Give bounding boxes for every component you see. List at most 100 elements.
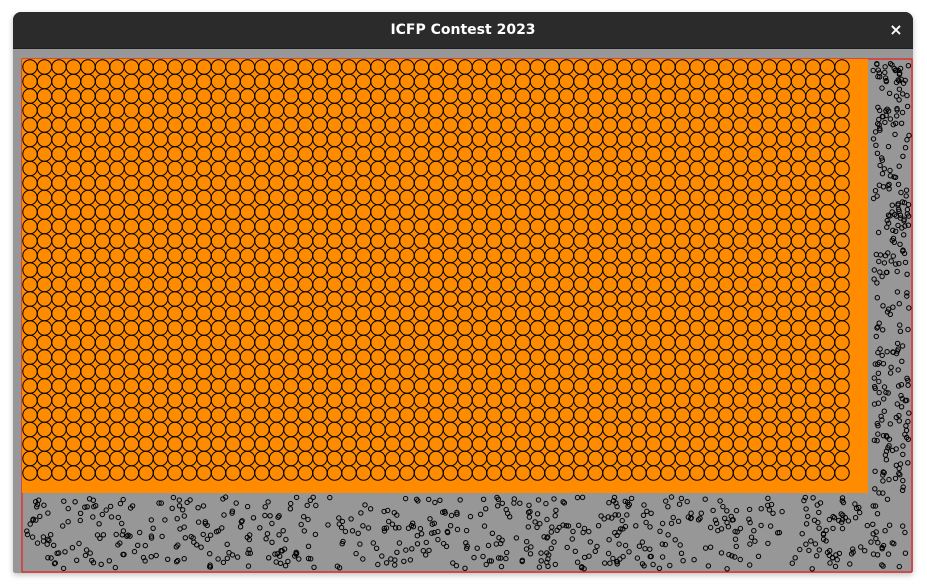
attendee <box>619 517 625 524</box>
attendee <box>890 235 897 242</box>
attendee <box>610 555 616 562</box>
attendee <box>729 553 735 559</box>
attendee <box>890 253 896 259</box>
attendee <box>659 554 666 560</box>
attendee <box>893 446 899 452</box>
attendee <box>875 73 881 80</box>
attendee <box>710 507 716 514</box>
attendee <box>848 551 855 557</box>
attendee <box>883 269 890 276</box>
attendee <box>262 504 268 510</box>
attendee <box>898 392 904 399</box>
attendee <box>394 549 400 555</box>
attendee <box>362 502 368 508</box>
attendee <box>899 109 906 116</box>
attendee <box>877 125 883 132</box>
attendee <box>381 528 388 534</box>
attendee <box>503 506 509 513</box>
attendee <box>572 548 578 554</box>
attendee <box>545 534 551 540</box>
attendee <box>29 534 36 540</box>
attendee <box>246 547 252 553</box>
attendee <box>495 503 501 509</box>
attendee <box>872 486 878 492</box>
attendee <box>896 86 903 92</box>
attendee <box>620 553 626 560</box>
attendee <box>69 545 76 551</box>
attendee <box>722 515 728 521</box>
attendee <box>182 535 189 541</box>
attendee <box>670 514 676 521</box>
attendee <box>150 525 156 531</box>
attendee <box>820 531 827 538</box>
attendee <box>45 510 51 516</box>
attendee <box>454 526 461 533</box>
attendee <box>414 496 420 502</box>
attendee <box>733 543 739 550</box>
attendee <box>90 514 96 520</box>
attendee <box>269 539 275 545</box>
attendee <box>245 550 251 556</box>
attendee <box>894 340 901 347</box>
attendee <box>283 536 289 543</box>
attendee <box>628 495 635 502</box>
attendee <box>617 526 624 532</box>
attendee <box>896 470 902 477</box>
attendee <box>887 167 893 174</box>
attendee <box>684 498 690 505</box>
attendee <box>862 548 868 554</box>
attendee <box>86 496 93 502</box>
attendee <box>579 494 586 500</box>
title-bar[interactable]: ICFP Contest 2023 × <box>13 12 913 49</box>
attendee <box>752 538 758 544</box>
attendee <box>276 513 282 519</box>
attendee <box>887 173 894 179</box>
attendee <box>524 539 530 545</box>
attendee <box>896 97 902 103</box>
attendee <box>358 510 364 516</box>
attendee <box>904 397 910 403</box>
attendee <box>551 496 557 502</box>
attendee <box>895 181 902 188</box>
attendee <box>879 85 885 91</box>
attendee <box>887 370 894 376</box>
attendee <box>879 155 885 161</box>
attendee <box>879 157 885 163</box>
attendee <box>873 142 879 149</box>
attendee <box>119 532 126 538</box>
attendee <box>850 546 856 552</box>
attendee <box>872 385 878 391</box>
attendee <box>889 209 895 215</box>
attendee <box>181 513 188 519</box>
attendee <box>904 206 911 213</box>
attendee <box>420 548 426 554</box>
attendee <box>107 503 114 510</box>
attendee <box>702 545 709 551</box>
attendee <box>883 389 889 396</box>
attendee <box>847 561 853 567</box>
attendee <box>748 534 755 540</box>
attendee <box>338 524 345 531</box>
attendee <box>879 171 886 177</box>
attendee <box>586 553 592 559</box>
attendee <box>874 295 880 301</box>
attendee <box>148 517 155 523</box>
attendee <box>457 497 463 503</box>
attendee <box>826 516 833 523</box>
attendee <box>535 497 542 503</box>
attendee <box>877 162 883 169</box>
attendee <box>437 497 443 503</box>
attendee <box>198 544 204 550</box>
attendee <box>644 508 650 514</box>
close-button[interactable]: × <box>889 20 903 39</box>
attendee <box>417 526 424 532</box>
attendee <box>148 533 155 539</box>
attendee <box>106 558 113 564</box>
attendee <box>894 113 900 119</box>
attendee <box>641 563 647 569</box>
attendee <box>221 512 227 518</box>
attendee <box>834 557 840 563</box>
attendee <box>902 431 908 438</box>
attendee <box>526 502 532 508</box>
attendee <box>98 561 104 567</box>
